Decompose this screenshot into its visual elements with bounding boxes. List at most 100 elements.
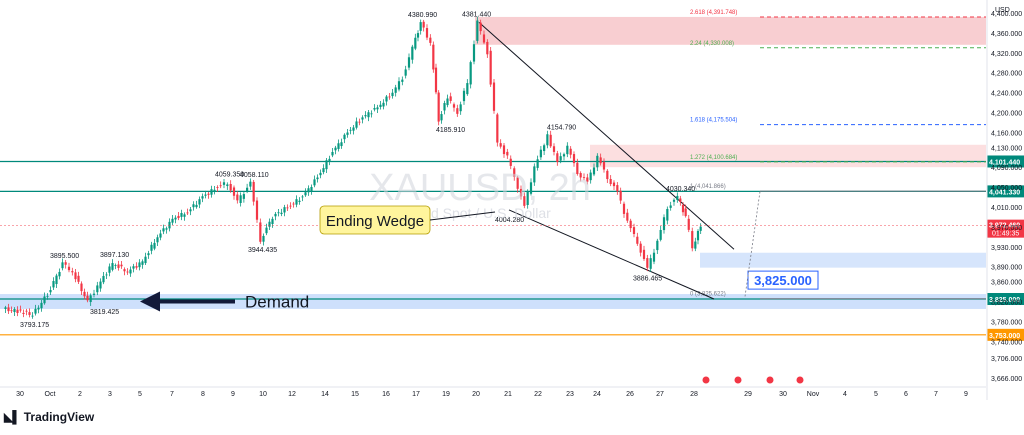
candle-body [681, 204, 685, 213]
event-flag-icon[interactable] [733, 375, 743, 385]
candle-body [569, 148, 572, 155]
time-tick-label: 4 [843, 391, 847, 398]
candle-body [186, 212, 189, 214]
candle-body [141, 261, 144, 265]
brand: ◣▌ TradingView [4, 410, 94, 424]
price-tick-label: 3,666.000 [991, 376, 1022, 383]
swing-price-label: 4004.280 [495, 217, 524, 224]
candle-body [539, 149, 542, 158]
level-price-label: 3,753.000 [989, 333, 1020, 340]
candle-body [669, 205, 672, 208]
time-tick-label: 28 [690, 391, 698, 398]
candle-body [213, 189, 216, 192]
swing-price-label: 3944.435 [248, 247, 277, 254]
candle-body [89, 295, 92, 303]
candle-body [61, 262, 64, 269]
candle-body [304, 192, 307, 196]
price-tick-label: 3,930.000 [991, 245, 1022, 252]
fib-label: 1 (4,041.866) [690, 184, 726, 190]
time-tick-label: 9 [231, 391, 235, 398]
candle-body [432, 44, 435, 70]
candle-body [313, 179, 316, 186]
candle-body [684, 208, 687, 217]
candle-body [407, 57, 411, 68]
candle-body [619, 190, 622, 201]
swing-price-label: 3793.175 [20, 322, 49, 329]
candle-body [7, 307, 10, 312]
candle-body [43, 296, 46, 304]
candle-body [666, 208, 669, 221]
candle-body [616, 185, 619, 192]
time-tick-label: 22 [534, 391, 542, 398]
candle-body [236, 194, 239, 201]
candle-body [452, 104, 456, 108]
candle-body [58, 271, 61, 277]
candle-body [123, 269, 126, 272]
fib-label: 0 (3,825.622) [690, 292, 726, 298]
fib-label: 1.272 (4,100.684) [690, 155, 737, 161]
event-flag-icon[interactable] [701, 375, 711, 385]
current-price-tag [987, 219, 1024, 238]
candle-body [562, 154, 566, 157]
time-tick-label: 7 [934, 391, 938, 398]
swing-price-label: 3819.425 [90, 309, 119, 316]
watermark-description: Gold Spot / U.S. Dollar [409, 205, 551, 221]
swing-price-label: 4059.350 [215, 172, 244, 179]
candle-body [301, 196, 304, 198]
candle-body [606, 170, 609, 180]
candle-body [99, 281, 102, 289]
candle-body [219, 185, 222, 187]
candle-body [52, 281, 55, 288]
candle-body [446, 98, 449, 106]
level-price-label: 4,041.330 [989, 189, 1020, 196]
candle-body [331, 151, 334, 156]
candle-body [556, 153, 559, 162]
candle-body [672, 199, 676, 202]
swing-price-label: 3886.465 [633, 276, 662, 283]
candle-body [22, 312, 25, 315]
time-tick-label: 17 [412, 391, 420, 398]
candle-body [316, 177, 319, 180]
candle-body [46, 295, 49, 297]
candle-body [367, 112, 370, 118]
candle-body [274, 213, 277, 217]
candle-body [401, 79, 404, 82]
price-tick-label: 4,050.000 [991, 185, 1022, 192]
level-price-tag [987, 185, 1024, 198]
candle-body [552, 146, 556, 152]
candle-body [259, 222, 262, 242]
candle-body [108, 266, 111, 273]
candle-body [549, 134, 552, 147]
candle-body [459, 104, 462, 112]
candle-body [189, 209, 192, 212]
event-flag-icon[interactable] [795, 375, 805, 385]
candle-body [298, 200, 301, 202]
candle-body [429, 37, 432, 43]
candle-body [117, 264, 120, 268]
candle-body [589, 172, 592, 181]
candle-body [37, 307, 40, 310]
candle-body [174, 217, 177, 220]
candle-body [391, 92, 394, 97]
candle-body [16, 309, 19, 313]
candle-body [496, 114, 499, 143]
candle-body [307, 188, 310, 193]
wedge-lower-line [508, 209, 715, 300]
candle-body [25, 310, 28, 312]
swing-price-label: 4030.340 [666, 186, 695, 193]
candle-body [162, 228, 165, 232]
candle-body [652, 252, 656, 262]
time-tick-label: 30 [779, 391, 787, 398]
candle-body [192, 204, 195, 208]
price-tick-label: 4,360.000 [991, 31, 1022, 38]
brand-name: TradingView [23, 410, 95, 424]
candle-body [67, 266, 71, 271]
candle-body [13, 308, 16, 313]
candle-body [586, 177, 589, 182]
event-flag-icon[interactable] [765, 375, 775, 385]
candle-body [322, 168, 325, 173]
candle-body [246, 187, 249, 192]
candle-body [310, 186, 313, 191]
